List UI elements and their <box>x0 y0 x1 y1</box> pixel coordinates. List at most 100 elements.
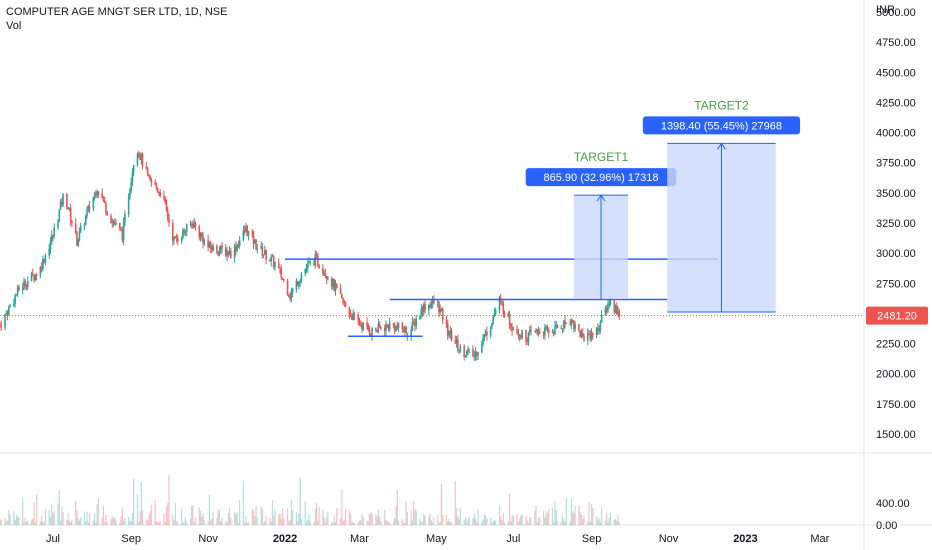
candle-body[interactable] <box>578 324 580 331</box>
candle-body[interactable] <box>334 283 337 291</box>
candle-body[interactable] <box>86 211 88 217</box>
candle-body[interactable] <box>198 226 201 237</box>
candle-body[interactable] <box>565 323 568 325</box>
candle-body[interactable] <box>492 316 494 324</box>
candle-body[interactable] <box>23 281 25 288</box>
candle-body[interactable] <box>343 302 346 304</box>
candle-body[interactable] <box>172 222 174 241</box>
candle-body[interactable] <box>599 322 602 331</box>
candle-body[interactable] <box>474 351 477 356</box>
candle-body[interactable] <box>148 173 150 176</box>
candle-body[interactable] <box>392 323 395 326</box>
candle-body[interactable] <box>517 333 520 337</box>
candle-body[interactable] <box>323 273 325 275</box>
candle-body[interactable] <box>420 308 423 315</box>
candle-body[interactable] <box>264 249 266 255</box>
candle-body[interactable] <box>533 331 536 333</box>
candle-body[interactable] <box>332 279 334 287</box>
candle-body[interactable] <box>115 222 117 225</box>
candle-body[interactable] <box>421 308 424 313</box>
candle-body[interactable] <box>464 355 467 357</box>
candle-body[interactable] <box>182 229 184 238</box>
candle-body[interactable] <box>84 216 87 225</box>
candle-body[interactable] <box>547 329 550 333</box>
candle-body[interactable] <box>199 232 202 237</box>
candle-body[interactable] <box>121 230 124 241</box>
candle-body[interactable] <box>95 192 97 196</box>
candle-body[interactable] <box>78 231 81 241</box>
candle-body[interactable] <box>507 313 510 317</box>
candle-body[interactable] <box>383 327 386 332</box>
candle-body[interactable] <box>228 250 231 255</box>
candle-body[interactable] <box>527 332 530 342</box>
candle-body[interactable] <box>137 153 140 155</box>
candle-body[interactable] <box>13 303 15 306</box>
candle-body[interactable] <box>189 223 192 225</box>
candle-body[interactable] <box>272 256 275 267</box>
candle-body[interactable] <box>40 266 43 270</box>
candle-body[interactable] <box>564 320 566 324</box>
candle-body[interactable] <box>330 278 333 287</box>
candle-body[interactable] <box>163 196 165 199</box>
candle-body[interactable] <box>512 329 515 331</box>
candle-body[interactable] <box>486 331 488 336</box>
candle-body[interactable] <box>164 198 167 203</box>
candle-body[interactable] <box>502 303 505 314</box>
candle-body[interactable] <box>563 320 565 329</box>
candle-body[interactable] <box>617 311 619 314</box>
candle-body[interactable] <box>348 306 351 315</box>
candle-body[interactable] <box>511 327 513 331</box>
candle-body[interactable] <box>510 323 512 328</box>
candle-body[interactable] <box>247 230 250 236</box>
candle-body[interactable] <box>600 314 603 323</box>
candle-body[interactable] <box>166 210 169 219</box>
candle-body[interactable] <box>377 323 380 331</box>
candle-body[interactable] <box>79 225 82 232</box>
candle-body[interactable] <box>554 326 556 335</box>
candle-body[interactable] <box>419 314 421 320</box>
candle-body[interactable] <box>207 239 209 248</box>
candle-body[interactable] <box>436 301 439 303</box>
candle-body[interactable] <box>341 293 343 299</box>
candle-body[interactable] <box>132 165 135 173</box>
candle-body[interactable] <box>592 333 594 335</box>
candle-body[interactable] <box>236 244 238 251</box>
candle-body[interactable] <box>489 326 492 336</box>
candle-body[interactable] <box>122 221 125 241</box>
candle-body[interactable] <box>299 280 301 283</box>
candle-body[interactable] <box>454 340 457 344</box>
candle-body[interactable] <box>145 166 148 169</box>
candle-body[interactable] <box>34 274 37 280</box>
candle-body[interactable] <box>607 303 609 312</box>
candle-body[interactable] <box>357 314 360 321</box>
candle-body[interactable] <box>305 267 308 269</box>
candle-body[interactable] <box>387 325 390 330</box>
candle-body[interactable] <box>561 328 564 330</box>
candle-body[interactable] <box>209 242 212 249</box>
candle-body[interactable] <box>0 325 3 328</box>
candle-body[interactable] <box>569 323 571 325</box>
candle-body[interactable] <box>39 266 42 277</box>
candle-body[interactable] <box>366 322 368 326</box>
candle-body[interactable] <box>235 246 237 251</box>
candle-body[interactable] <box>49 242 52 250</box>
candle-body[interactable] <box>31 273 34 275</box>
candle-body[interactable] <box>296 281 299 286</box>
candle-body[interactable] <box>270 256 272 262</box>
candle-body[interactable] <box>129 190 131 198</box>
candle-body[interactable] <box>279 267 281 269</box>
candle-body[interactable] <box>52 235 54 237</box>
candle-body[interactable] <box>353 313 356 315</box>
candle-body[interactable] <box>242 230 245 241</box>
candle-body[interactable] <box>300 273 303 281</box>
candle-body[interactable] <box>211 248 213 251</box>
candle-body[interactable] <box>609 300 612 304</box>
candle-body[interactable] <box>256 248 259 250</box>
candle-body[interactable] <box>410 329 412 336</box>
candle-body[interactable] <box>414 322 416 326</box>
candle-body[interactable] <box>539 332 541 334</box>
candle-body[interactable] <box>252 233 255 244</box>
candle-body[interactable] <box>0 325 1 327</box>
candle-body[interactable] <box>595 328 598 335</box>
